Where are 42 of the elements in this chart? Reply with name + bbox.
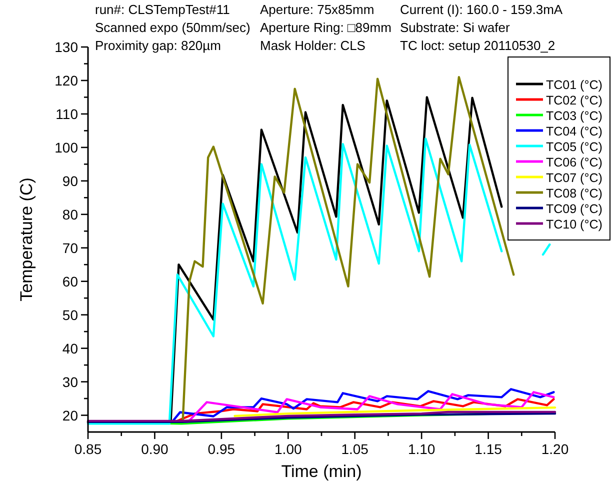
x-tick-label: 0.85 — [74, 441, 102, 457]
text: Scanned expo (50mm/sec) — [95, 20, 250, 35]
legend-label: TC05 (°C) — [546, 140, 602, 154]
y-tick-label: 50 — [62, 306, 78, 323]
legend-label: TC06 (°C) — [546, 156, 602, 170]
y-tick-label: 40 — [62, 340, 78, 356]
x-tick-label: 1.10 — [408, 441, 436, 457]
legend-label: TC02 (°C) — [546, 94, 602, 108]
text: Aperture: 75x85mm — [260, 2, 374, 17]
x-axis-title: Time (min) — [281, 462, 362, 481]
y-tick-label: 80 — [62, 206, 78, 222]
legend-label: TC10 (°C) — [546, 218, 602, 232]
legend-label: TC09 (°C) — [546, 202, 602, 216]
annotation: Proximity gap: 820µm — [95, 38, 221, 53]
y-tick-label: 90 — [62, 172, 78, 189]
annotation: Mask Holder: CLS — [260, 38, 366, 53]
legend-label: TC01 (°C) — [546, 78, 602, 92]
legend-label: TC03 (°C) — [546, 109, 602, 123]
y-tick-label: 70 — [62, 240, 78, 256]
line-series — [234, 406, 556, 418]
legend-label: TC07 (°C) — [546, 171, 602, 185]
text: Current (I): 160.0 - 159.3mA — [400, 2, 563, 17]
x-tick-label: 1.20 — [541, 441, 569, 457]
legend-label: TC08 (°C) — [546, 186, 602, 200]
x-tick-label: 1.00 — [274, 441, 302, 457]
y-tick-label: 120 — [54, 72, 78, 88]
text: run#: CLSTempTest#11 — [95, 2, 230, 17]
y-tick-label: 30 — [62, 374, 78, 390]
text: Substrate: Si wafer — [400, 20, 510, 35]
y-tick-label: 60 — [62, 273, 78, 290]
y-tick-label: 130 — [54, 39, 78, 55]
y-axis-title: Temperature (C) — [17, 178, 36, 302]
legend-label: TC04 (°C) — [546, 124, 602, 138]
text: Aperture Ring: □89mm — [260, 20, 392, 35]
y-tick-label: 110 — [56, 106, 78, 122]
x-tick-label: 0.90 — [141, 441, 169, 457]
x-tick-label: 1.15 — [474, 441, 502, 457]
y-tick-label: 20 — [62, 407, 78, 424]
y-tick-label: 100 — [54, 139, 78, 156]
x-tick-label: 1.05 — [341, 441, 369, 457]
x-tick-label: 0.95 — [208, 441, 236, 457]
annotation: TC loct: setup 20110530_2 — [400, 38, 556, 53]
